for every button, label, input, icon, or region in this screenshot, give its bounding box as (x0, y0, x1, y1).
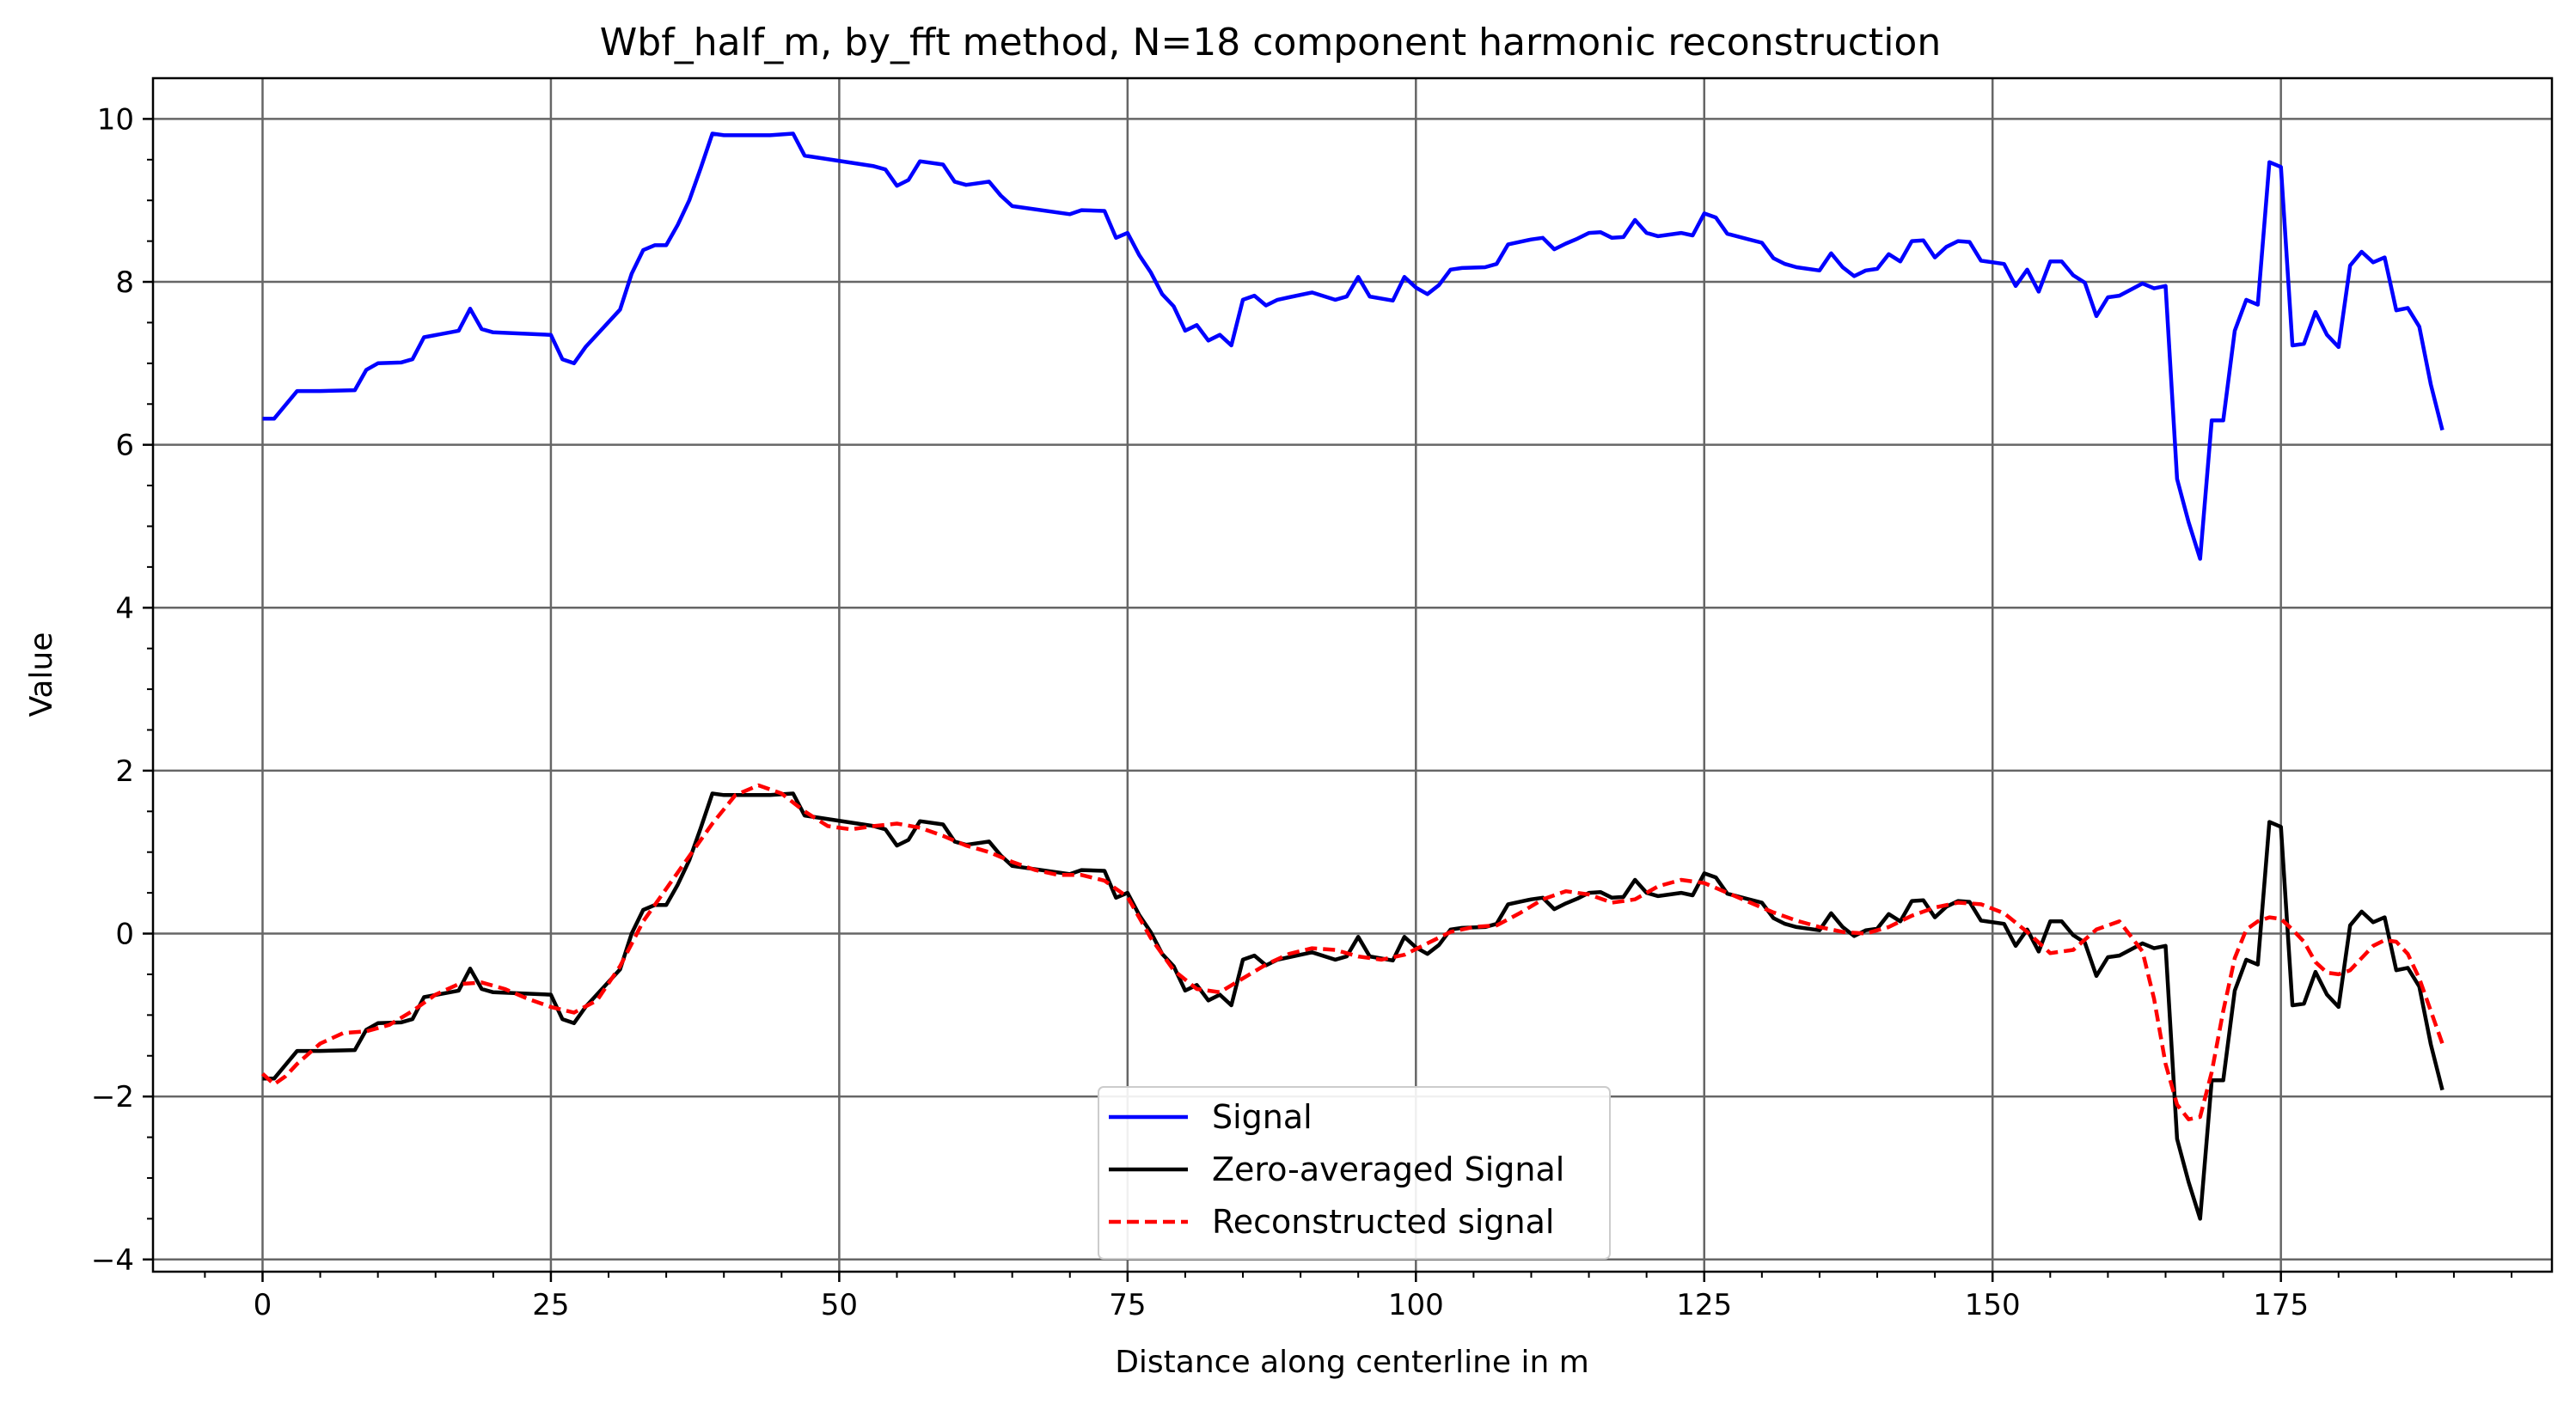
y-tick-label: 4 (115, 591, 134, 626)
legend-label: Zero-averaged Signal (1212, 1151, 1564, 1188)
x-tick-label: 150 (1965, 1288, 2021, 1322)
x-tick-label: 0 (254, 1288, 272, 1322)
y-tick-label: 2 (115, 754, 134, 789)
x-tick-label: 75 (1109, 1288, 1146, 1322)
axis-ticks: 0 25 50 75 100 125 150 175 −4 −2 0 2 4 6 8 10 (91, 102, 2513, 1322)
y-axis-label: Value (24, 632, 59, 717)
x-tick-label: 100 (1388, 1288, 1444, 1322)
legend: Signal Zero-averaged Signal Reconstructed … (1098, 1086, 1611, 1260)
series-line-2 (260, 783, 2444, 1121)
legend-box (1098, 1086, 1611, 1260)
x-tick-label: 175 (2253, 1288, 2309, 1322)
plot-frame (151, 76, 2554, 1273)
y-tick-label: −2 (91, 1080, 134, 1114)
series-lines (260, 131, 2444, 1221)
legend-label: Reconstructed signal (1212, 1203, 1554, 1241)
chart-title: Wbf_half_m, by_fft method, N=18 componen… (600, 21, 1941, 64)
x-tick-label: 125 (1676, 1288, 1732, 1322)
y-tick-label: 0 (115, 918, 134, 952)
y-tick-label: 8 (115, 266, 134, 300)
series-line-0 (262, 131, 2444, 561)
y-tick-label: −4 (91, 1243, 134, 1278)
legend-label: Signal (1212, 1098, 1312, 1136)
y-tick-label: 10 (97, 102, 134, 137)
y-tick-label: 6 (115, 429, 134, 463)
x-axis-label: Distance along centerline in m (1115, 1345, 1589, 1380)
x-tick-label: 50 (821, 1288, 858, 1322)
x-tick-label: 25 (532, 1288, 569, 1322)
